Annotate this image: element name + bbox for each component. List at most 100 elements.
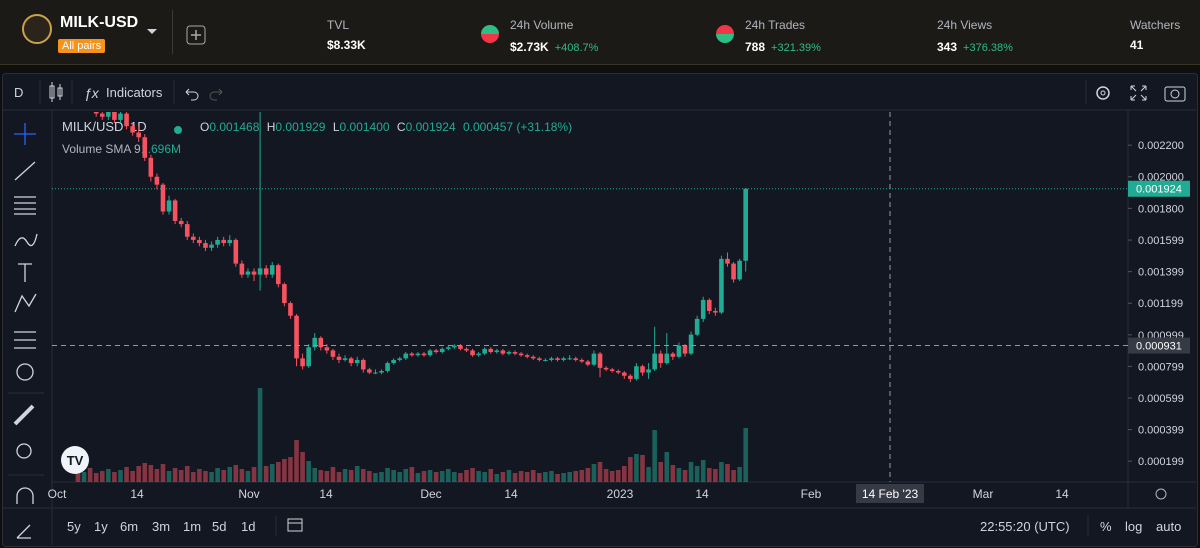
measure-tool[interactable] (13, 404, 35, 426)
pie-icon (481, 25, 499, 43)
fullscreen-icon[interactable] (1130, 85, 1147, 101)
candle-body (482, 348, 487, 354)
range-buttons: 5y 1y 6m 3m 1m 5d 1d (67, 519, 255, 534)
prediction-tool[interactable] (14, 331, 36, 349)
candle-body (579, 359, 585, 362)
axis-settings-icon[interactable] (1155, 488, 1167, 500)
volume-bar (603, 469, 609, 482)
text-tool[interactable] (18, 263, 32, 282)
range-button[interactable]: 6m (120, 519, 138, 534)
y-tick-label: 0.001399 (1138, 267, 1184, 279)
volume-bar (615, 470, 621, 482)
status-dot (174, 126, 182, 134)
volume-bar (427, 470, 433, 482)
auto-toggle[interactable]: auto (1156, 519, 1181, 534)
axes: 0.002200 0.002000 0.001800 0.001599 0.001399… (48, 112, 1190, 503)
volume-bar (676, 468, 682, 482)
volume-bar (567, 472, 572, 482)
x-tick-label: Oct (48, 487, 67, 501)
volume-bar (245, 471, 251, 482)
volume-bar (494, 474, 500, 482)
x-tick-label: Feb (801, 487, 822, 501)
interval-button[interactable]: D (14, 85, 23, 100)
emoji-tool[interactable] (16, 363, 34, 381)
settings-icon[interactable] (1096, 86, 1110, 100)
volume-bar (130, 471, 135, 482)
candle-body (488, 348, 494, 353)
lock-tool[interactable] (16, 524, 31, 539)
ohlc-legend: O0.001468 H0.001929 L0.001400 C0.001924 … (200, 120, 572, 134)
add-button[interactable] (186, 25, 206, 45)
c-label: C (397, 120, 406, 134)
volume-bar (706, 468, 712, 482)
undo-icon[interactable] (185, 88, 199, 101)
candle-body (634, 366, 639, 379)
volume-bar (288, 457, 293, 482)
crosshair-date-box (856, 484, 924, 503)
date-range-icon[interactable] (287, 518, 303, 532)
y-tick-label: 0.000399 (1138, 425, 1184, 437)
candle-body (658, 353, 664, 364)
range-button[interactable]: 1m (183, 519, 201, 534)
range-button[interactable]: 1y (94, 519, 108, 534)
candle-type-icon[interactable] (49, 82, 63, 102)
candle-body (184, 224, 190, 237)
range-button[interactable]: 3m (152, 519, 170, 534)
x-tick-label: 14 (319, 487, 333, 501)
candle-body (646, 369, 651, 373)
brush-tool[interactable] (14, 233, 38, 247)
volume-bar (178, 470, 184, 482)
x-tick-label: Mar (973, 487, 994, 501)
volume-bar (112, 472, 117, 482)
candle-body (257, 268, 263, 275)
y-tick-label: 0.000799 (1138, 361, 1184, 373)
y-tick-label: 0.001599 (1138, 235, 1184, 247)
candle-body (530, 356, 536, 359)
indicators-button[interactable]: Indicators (106, 85, 163, 100)
magnet-tool[interactable] (16, 487, 34, 504)
candle-body (197, 239, 202, 244)
log-toggle[interactable]: log (1125, 519, 1142, 534)
dropdown-arrow[interactable] (146, 28, 158, 36)
all-pairs-badge[interactable]: All pairs (58, 39, 106, 53)
candle-body (640, 366, 645, 373)
range-button[interactable]: 1d (241, 519, 255, 534)
volume-bar (622, 466, 627, 482)
crosshair-tool[interactable] (14, 123, 36, 145)
range-button[interactable]: 5y (67, 519, 81, 534)
percent-toggle[interactable]: % (1100, 519, 1112, 534)
zoom-tool[interactable] (16, 443, 32, 459)
candle-body (324, 347, 330, 351)
divider (172, 10, 173, 54)
range-button[interactable]: 5d (212, 519, 226, 534)
volume-bar (221, 470, 226, 482)
redo-icon[interactable] (209, 88, 223, 101)
volume-bar (233, 465, 239, 482)
x-tick-label: Nov (238, 487, 259, 501)
y-tick-label: 0.000599 (1138, 393, 1184, 405)
candle-body (282, 284, 287, 304)
candle-body (676, 345, 682, 357)
candle-body (628, 375, 633, 379)
l-value: 0.001400 (340, 120, 390, 134)
stat-change: +376.38% (963, 42, 1013, 54)
y-tick-label: 0.002200 (1138, 140, 1184, 152)
l-label: L (333, 120, 340, 134)
volume-bar (470, 468, 475, 482)
candle-body (652, 353, 657, 370)
candle-body (537, 358, 542, 360)
candle-body (688, 334, 694, 354)
volume-bar (142, 463, 148, 482)
pattern-tool[interactable] (14, 293, 37, 313)
trendline-tool[interactable] (14, 161, 36, 181)
candle-body (360, 359, 366, 370)
volume-bar (385, 468, 390, 482)
volume-bar (737, 467, 742, 482)
candle-body (379, 370, 384, 373)
pie-icon (716, 25, 734, 43)
fib-tool[interactable] (14, 196, 36, 215)
volume-bar (482, 472, 487, 482)
screenshot-icon[interactable] (1164, 86, 1186, 102)
fx-icon[interactable]: ƒx (84, 85, 100, 101)
candle-body (445, 347, 451, 349)
